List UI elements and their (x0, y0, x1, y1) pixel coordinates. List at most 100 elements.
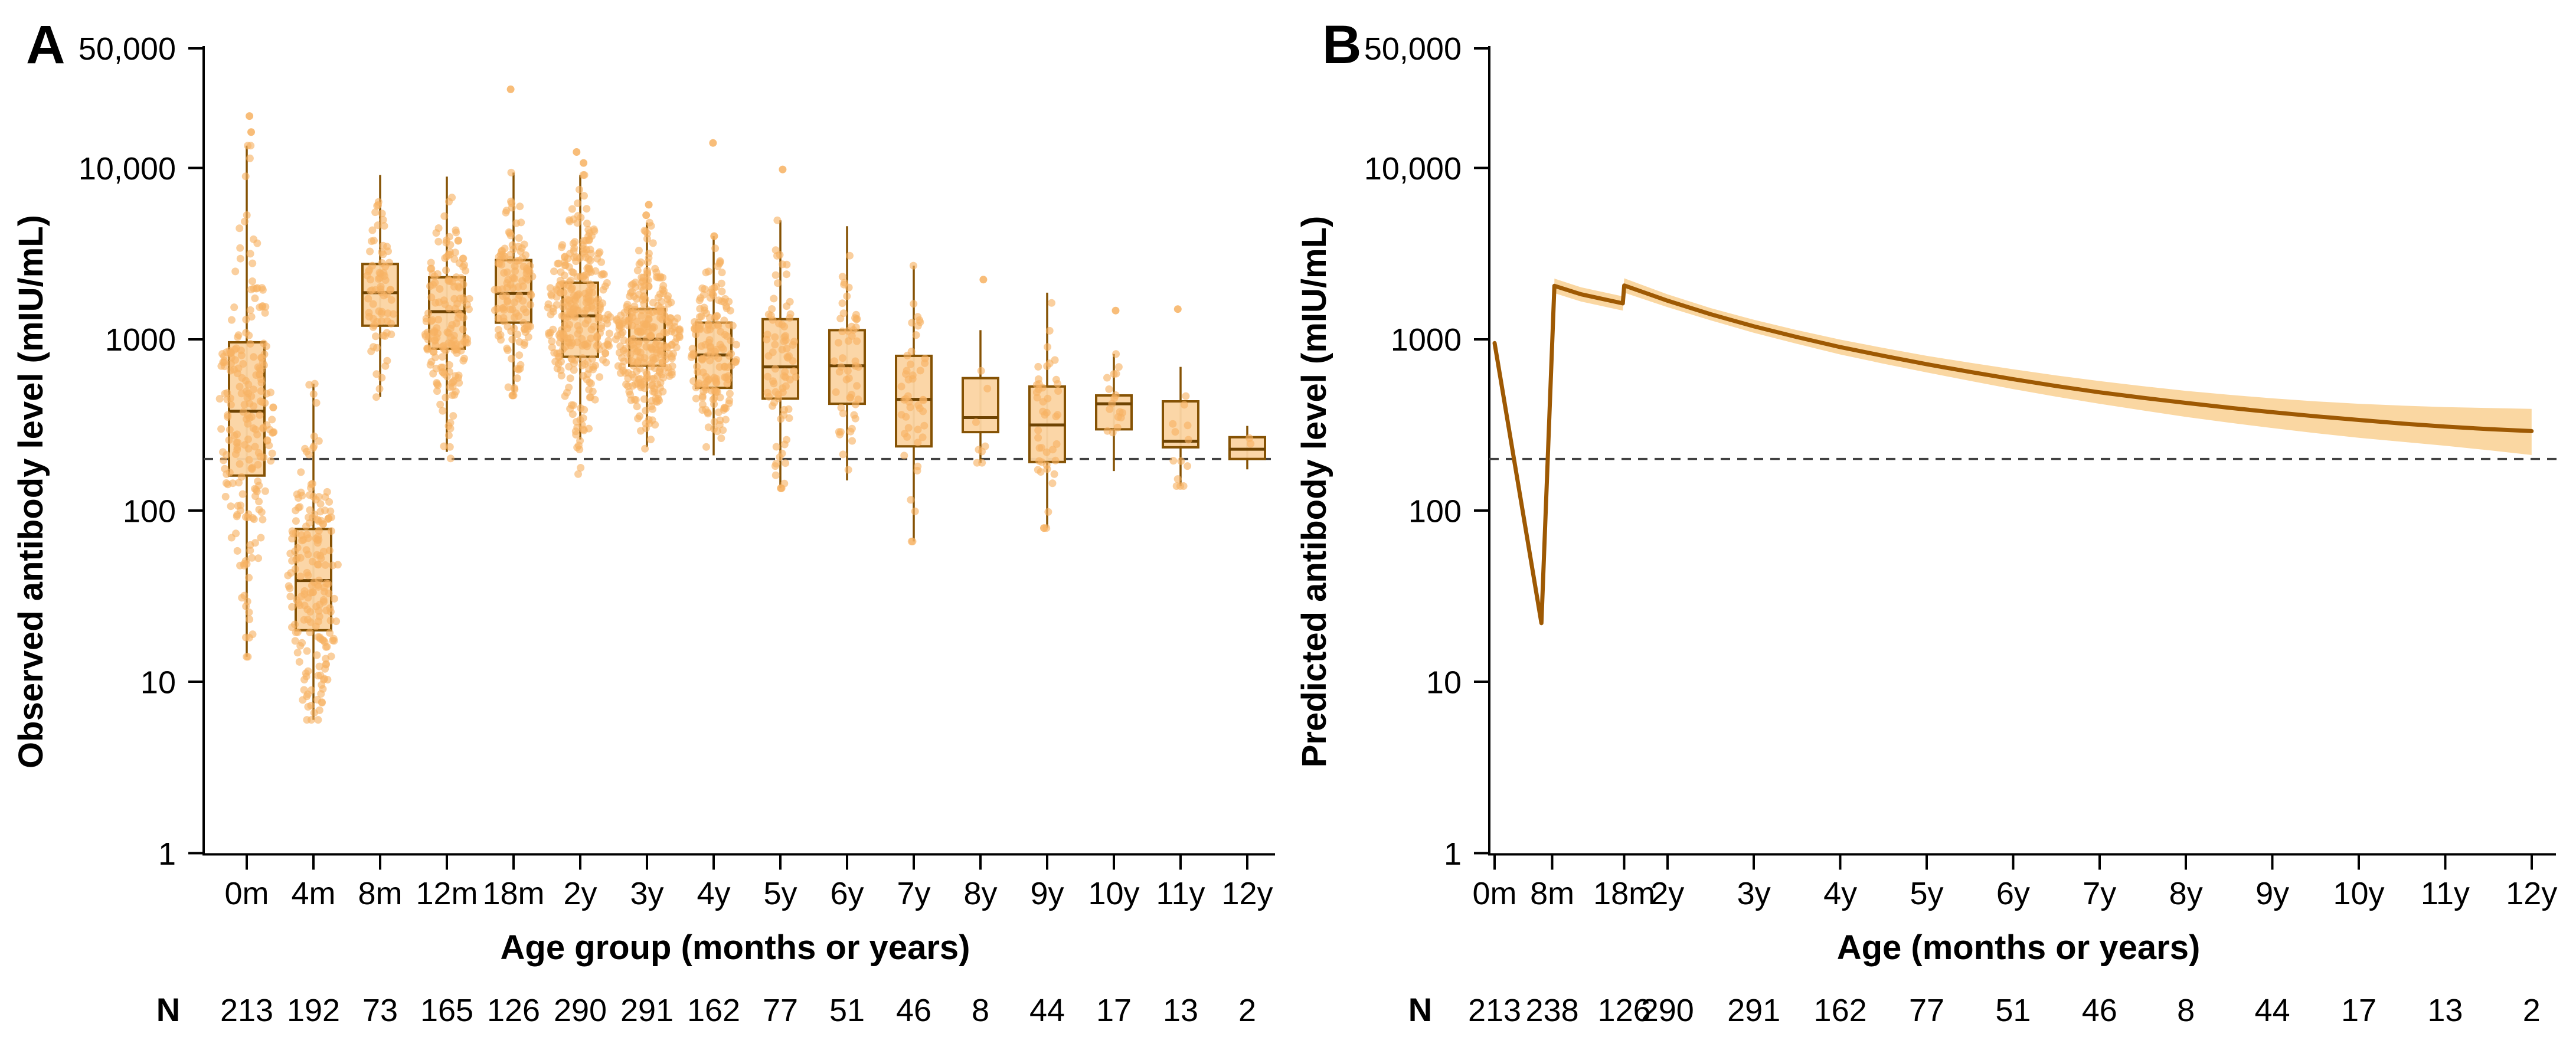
data-point (719, 426, 727, 434)
data-point (577, 464, 585, 472)
data-point (848, 332, 856, 340)
data-point (586, 229, 594, 237)
data-point (225, 426, 234, 434)
data-point (1113, 423, 1122, 431)
data-point (288, 535, 296, 543)
data-point (516, 202, 524, 211)
data-point (217, 425, 225, 433)
n-value-B: 8 (2177, 993, 2195, 1028)
data-point (381, 332, 389, 340)
data-point (1114, 363, 1123, 371)
data-point (255, 498, 263, 506)
data-point (698, 356, 707, 364)
data-point (434, 316, 443, 323)
data-point (255, 505, 263, 513)
data-point (906, 403, 914, 411)
data-point (649, 354, 657, 362)
n-value-A: 213 (220, 993, 273, 1028)
data-point (640, 384, 649, 392)
x-tick-label-A: 10y (1088, 876, 1139, 911)
data-point (783, 345, 791, 353)
data-point (251, 426, 260, 434)
data-point (225, 346, 234, 355)
data-point (1184, 421, 1192, 430)
data-point (251, 443, 259, 451)
data-point (1040, 524, 1048, 532)
data-point (581, 306, 590, 314)
data-point (325, 547, 334, 555)
data-point (253, 488, 261, 496)
data-point (242, 602, 250, 610)
data-point (586, 280, 594, 289)
data-point (309, 444, 317, 452)
data-point (581, 319, 590, 328)
data-point (830, 357, 838, 365)
data-point (251, 294, 259, 302)
data-point (1038, 444, 1045, 452)
x-tick-label-B: 5y (1910, 876, 1943, 911)
data-point (444, 431, 453, 440)
data-point (843, 292, 851, 300)
data-point (643, 267, 651, 274)
data-point (779, 384, 787, 392)
data-point (780, 372, 788, 380)
data-point (455, 283, 463, 292)
data-point (633, 295, 641, 303)
data-point (227, 354, 236, 362)
box (1162, 400, 1199, 449)
data-point (374, 201, 383, 209)
data-point (327, 527, 335, 535)
x-tick-label-B: 18m (1593, 876, 1655, 911)
data-point (446, 443, 454, 451)
data-point (570, 291, 578, 299)
data-point (291, 637, 299, 645)
data-point (436, 285, 444, 293)
data-point (1245, 434, 1254, 442)
data-point (303, 606, 312, 614)
data-point (573, 273, 581, 281)
data-point (601, 282, 609, 290)
data-point (306, 628, 314, 636)
data-point (546, 284, 554, 292)
data-point (325, 498, 334, 506)
data-point (250, 353, 258, 361)
data-point (584, 339, 592, 348)
data-point (240, 591, 249, 600)
data-point (244, 435, 252, 443)
data-point (245, 456, 253, 464)
data-point (593, 342, 601, 350)
data-point (305, 513, 312, 521)
data-point (631, 279, 639, 286)
data-point (439, 407, 447, 415)
data-point (241, 172, 250, 181)
data-point (568, 268, 576, 276)
x-tick-label-B: 8m (1530, 876, 1574, 911)
x-axis-title-A: Age group (months or years) (501, 928, 970, 967)
data-point (528, 272, 537, 280)
x-tick-label-A: 12m (416, 876, 478, 911)
data-point (574, 441, 583, 450)
data-point (243, 653, 251, 661)
data-point (377, 283, 385, 290)
data-point (570, 244, 578, 252)
y-tick-label-B: 1 (1444, 836, 1462, 872)
data-point (1034, 375, 1042, 383)
data-point (585, 255, 593, 263)
data-point (630, 345, 638, 352)
data-point (308, 581, 316, 590)
data-point (315, 493, 323, 501)
data-point (635, 260, 643, 268)
data-point (303, 447, 310, 456)
data-point (653, 307, 661, 315)
data-point (903, 367, 911, 375)
data-point (465, 295, 473, 303)
data-point (513, 257, 521, 265)
data-point (1112, 350, 1120, 358)
data-point (653, 349, 661, 357)
data-point (561, 261, 569, 270)
data-point (246, 547, 254, 555)
data-point (1182, 392, 1190, 400)
data-point (330, 594, 338, 603)
data-point (914, 462, 922, 470)
